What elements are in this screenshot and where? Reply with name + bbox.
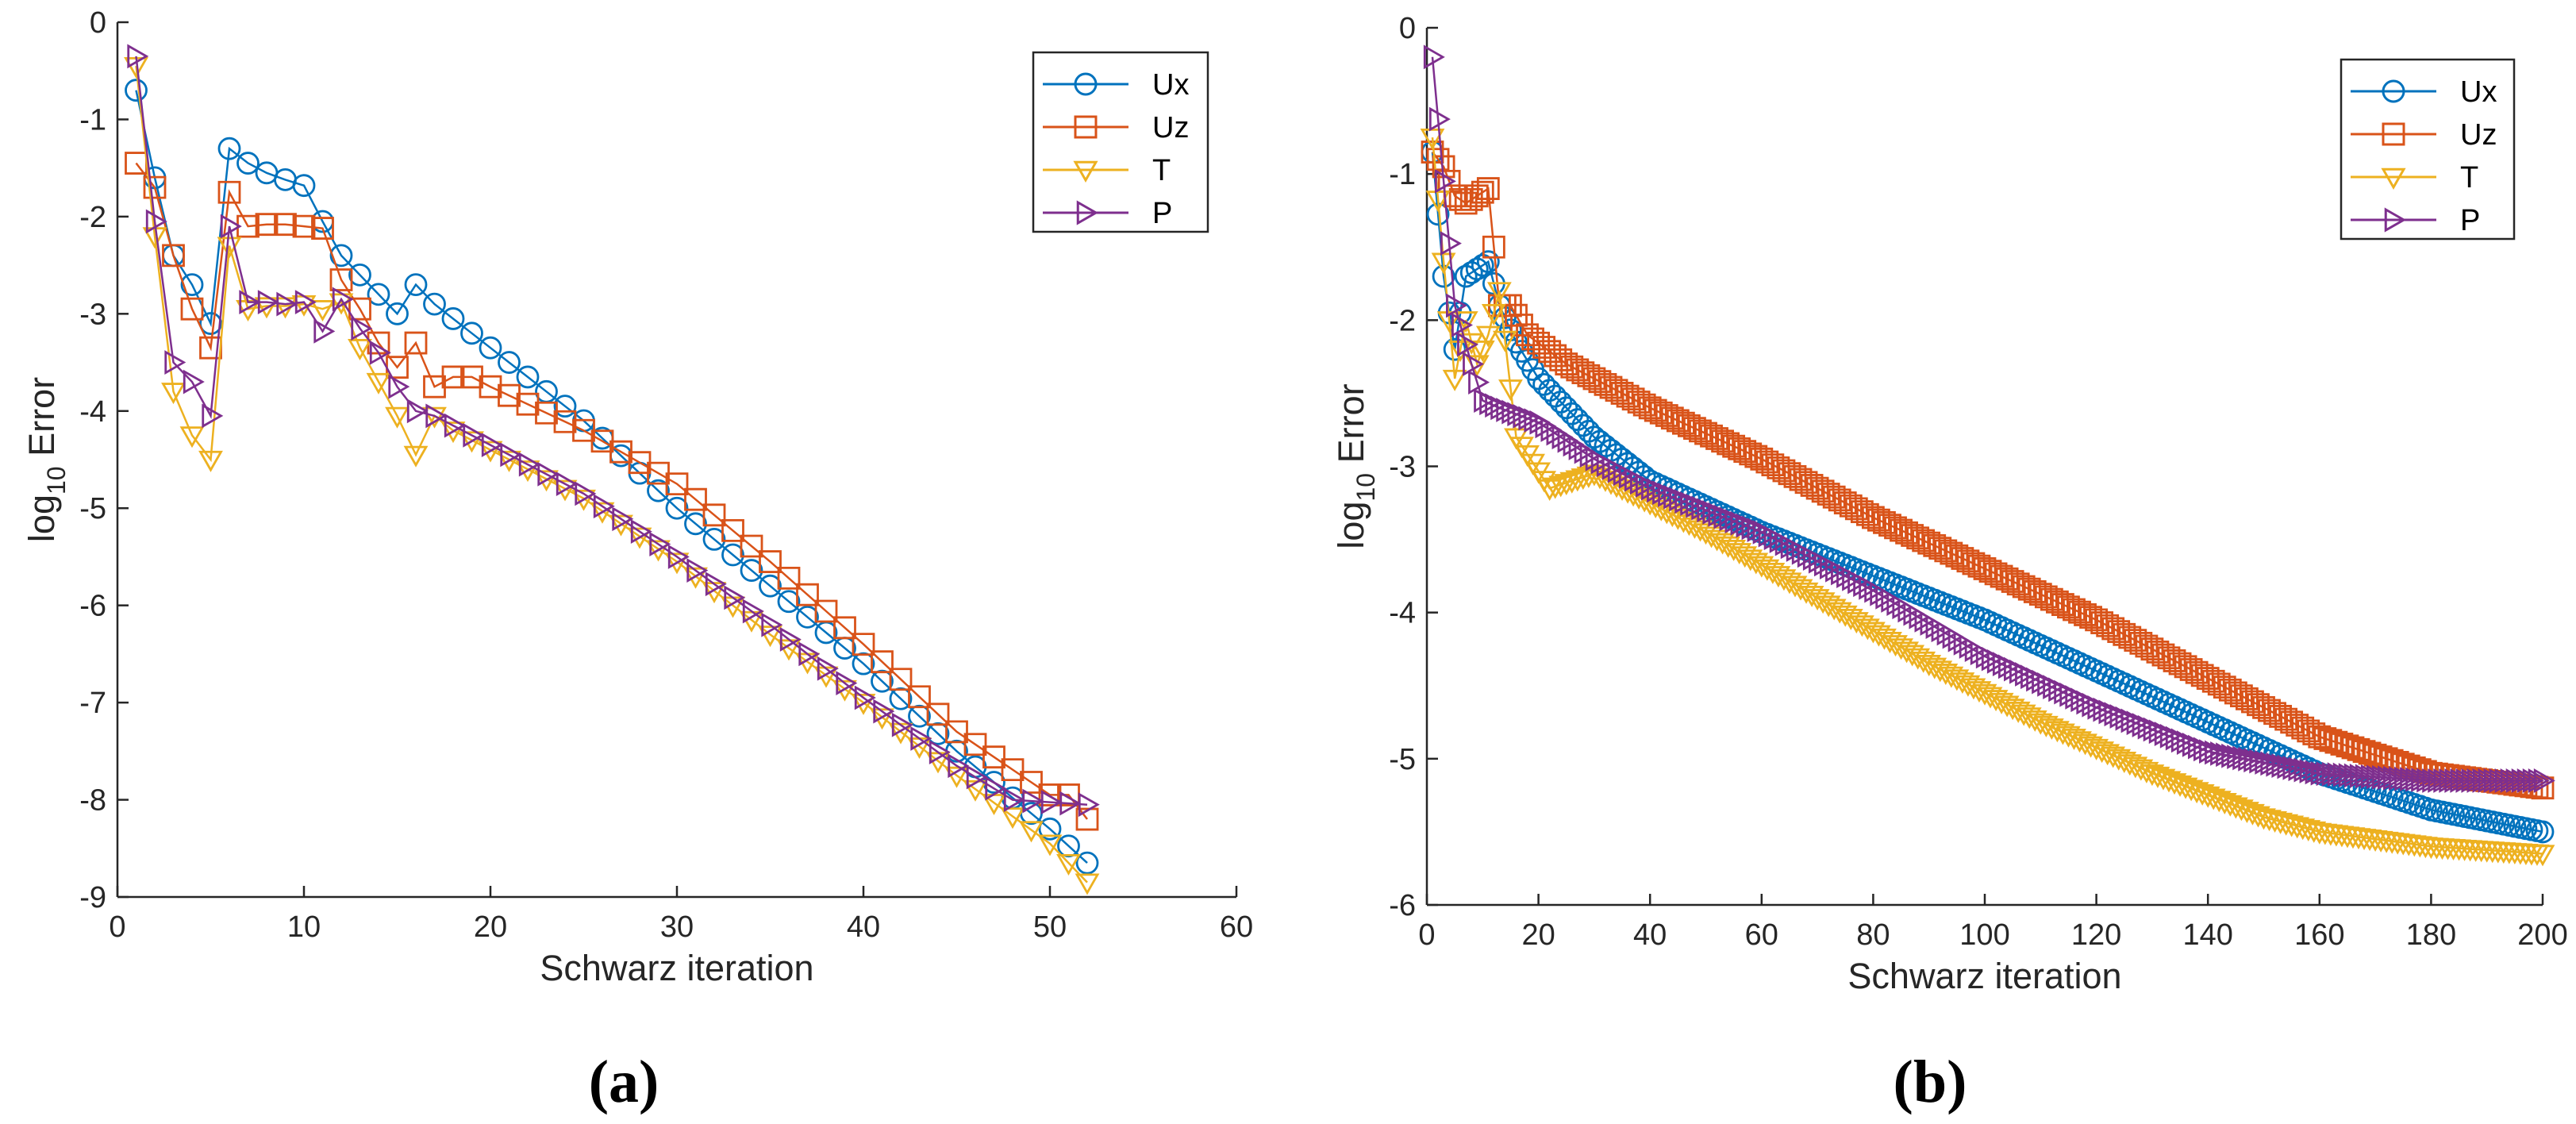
y-axis-label: log10 Error (21, 377, 71, 542)
legend-marker-uz (2382, 122, 2405, 146)
x-tick-label: 80 (1856, 918, 1890, 952)
x-tick-label: 140 (2182, 918, 2232, 952)
series-markers-ux (125, 79, 1099, 875)
y-tick-label: -6 (1389, 889, 1416, 922)
y-tick-label: -9 (79, 881, 106, 914)
y-tick-label: -4 (1389, 597, 1416, 630)
x-tick-label: 40 (1633, 918, 1667, 952)
x-tick-label: 50 (1033, 910, 1067, 944)
x-tick-label: 10 (287, 910, 321, 944)
x-tick-label: 120 (2071, 918, 2121, 952)
chart-a: 0 10 20 30 40 50 60 0 -1 -2 -3 -4 -5 -6 -7 -8 -9 Schwarz … (21, 6, 1253, 988)
legend-marker-t (1073, 160, 1098, 183)
legend-label-t: T (1152, 154, 1171, 187)
series-markers-t (1420, 128, 2555, 867)
y-tick-label: -3 (1389, 451, 1416, 484)
series-line-ux (135, 90, 1088, 864)
y-tick-label: -2 (79, 201, 106, 234)
series-markers-uz (125, 152, 1099, 831)
y-tick-label: -5 (1389, 743, 1416, 776)
x-tick-label: 100 (1959, 918, 2009, 952)
chart-b: 0 20 40 60 80 100 120 140 160 180 200 0 -1 -2 -3 -4 -5 -6… (1331, 12, 2568, 996)
y-axis-label: log10 Error (1331, 383, 1380, 549)
x-tick-label: 20 (474, 910, 507, 944)
legend-label-ux: Ux (1152, 68, 1189, 102)
legend-marker-t (2381, 167, 2406, 191)
series-markers-ux (1421, 140, 2555, 844)
y-tick-label: -6 (79, 590, 106, 623)
series-line-uz (135, 162, 1088, 820)
legend-label-ux: Ux (2460, 75, 2497, 109)
series-markers-p (127, 44, 1100, 818)
y-tick-label: -2 (1389, 304, 1416, 337)
panel-label-a: (a) (589, 1049, 659, 1115)
series-markers-p (1423, 44, 2555, 793)
x-tick-label: 40 (847, 910, 880, 944)
x-axis-label: Schwarz iteration (540, 948, 813, 988)
y-tick-label: -4 (79, 395, 106, 429)
x-tick-label: 20 (1521, 918, 1555, 952)
panel-label-b: (b) (1894, 1049, 1967, 1115)
y-tick-label: -5 (79, 492, 106, 525)
y-tick-label: 0 (90, 6, 106, 40)
y-tick-label: -8 (79, 784, 106, 818)
legend-label-p: P (2460, 204, 2480, 237)
x-tick-label: 60 (1745, 918, 1778, 952)
y-tick-label: -3 (79, 298, 106, 331)
legend-label-p: P (1152, 197, 1172, 230)
y-tick-label: -1 (79, 103, 106, 137)
legend-marker-uz (1074, 115, 1098, 139)
y-tick-label: 0 (1399, 12, 1416, 45)
legend-label-t: T (2460, 161, 2478, 194)
series-line-ux (1431, 152, 2543, 833)
legend-box (1032, 51, 1209, 233)
x-tick-label: 0 (1418, 918, 1435, 952)
x-tick-label: 180 (2406, 918, 2456, 952)
x-tick-label: 160 (2294, 918, 2344, 952)
x-tick-label: 60 (1220, 910, 1253, 944)
x-tick-label: 30 (660, 910, 694, 944)
x-tick-label: 200 (2517, 918, 2567, 952)
legend-marker-p (2384, 207, 2407, 233)
legend-label-uz: Uz (2460, 118, 2497, 152)
legend-marker-ux (2382, 79, 2405, 103)
y-tick-label: -7 (79, 687, 106, 720)
x-tick-label: 0 (109, 910, 125, 944)
x-axis-label: Schwarz iteration (1847, 956, 2121, 996)
legend-marker-p (1076, 200, 1099, 225)
legend-label-uz: Uz (1152, 111, 1189, 144)
legend-box (2340, 58, 2516, 241)
legend-marker-ux (1074, 72, 1098, 96)
series-markers-t (124, 56, 1100, 895)
y-tick-label: -1 (1389, 158, 1416, 191)
